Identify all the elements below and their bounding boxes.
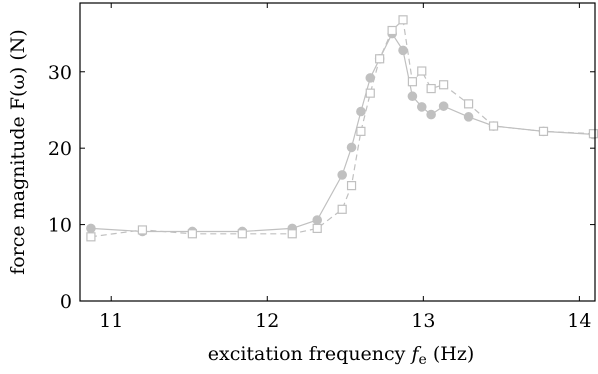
- data-point: [346, 181, 357, 191]
- data-point: [488, 121, 499, 131]
- data-point: [426, 109, 436, 120]
- x-axis-label-subscript: e: [419, 352, 427, 368]
- x-tick-label: 12: [255, 310, 279, 332]
- data-point: [417, 66, 427, 76]
- y-tick-label: 20: [48, 138, 72, 160]
- data-point: [356, 106, 366, 117]
- data-point: [346, 142, 357, 153]
- data-point: [463, 112, 474, 122]
- data-point: [398, 45, 408, 56]
- data-point: [287, 229, 297, 239]
- data-point: [312, 223, 322, 234]
- data-point: [337, 170, 347, 180]
- data-point: [86, 232, 96, 242]
- data-point: [426, 83, 436, 94]
- data-point: [375, 54, 385, 64]
- data-point: [387, 25, 397, 36]
- series-line: [90, 32, 594, 233]
- y-tick-label: 30: [48, 62, 72, 84]
- axes-layer: 11 12 13 14 0 10 20 30: [48, 2, 596, 332]
- x-tick-label: 13: [411, 310, 435, 332]
- data-point: [356, 126, 366, 136]
- data-point: [407, 91, 418, 102]
- series-1: [86, 15, 598, 242]
- data-point: [237, 229, 247, 239]
- x-axis-label-suffix: (Hz): [427, 343, 474, 365]
- data-point: [438, 101, 449, 111]
- plot-frame: [79, 2, 596, 302]
- x-axis-label-symbol: f: [409, 343, 421, 365]
- data-point: [365, 88, 375, 98]
- data-point: [312, 215, 323, 225]
- data-point: [463, 99, 474, 109]
- data-point: [187, 229, 197, 239]
- data-point: [538, 126, 549, 136]
- y-tick-label: 0: [60, 291, 72, 313]
- data-point: [588, 129, 598, 139]
- labels-layer: excitation frequency fe (Hz) force magni…: [7, 29, 474, 368]
- x-tick-label: 11: [99, 310, 123, 332]
- data-point: [407, 77, 418, 87]
- data-point: [337, 204, 347, 214]
- series-layer: [86, 15, 598, 242]
- data-point: [86, 223, 96, 234]
- data-point: [439, 80, 449, 90]
- data-point: [398, 15, 408, 25]
- y-tick-label: 10: [48, 215, 72, 237]
- x-axis-label: excitation frequency fe (Hz): [208, 343, 475, 368]
- data-point: [416, 102, 427, 112]
- data-point: [137, 225, 148, 235]
- x-axis-label-prefix: excitation frequency: [208, 343, 412, 365]
- y-axis-label: force magnitude F(ω) (N): [7, 29, 29, 275]
- x-tick-label: 14: [567, 310, 591, 332]
